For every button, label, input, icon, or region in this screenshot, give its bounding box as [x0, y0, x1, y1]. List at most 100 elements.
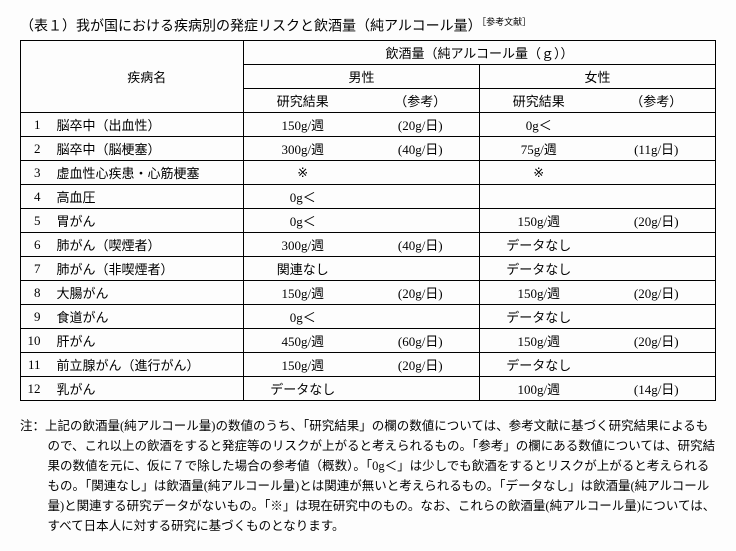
male-ref: [362, 305, 480, 329]
title-reference: ［参考文献］: [482, 17, 532, 27]
header-male-ref: （参考）: [362, 89, 480, 113]
disease-name: 脳卒中（脳梗塞）: [49, 137, 244, 161]
male-result: 300g/週: [244, 233, 362, 257]
male-result: 150g/週: [244, 281, 362, 305]
male-ref: (60g/日): [362, 329, 480, 353]
male-result: ※: [244, 161, 362, 185]
table-row: 6肺がん（喫煙者）300g/週(40g/日)データなし: [21, 233, 716, 257]
disease-name: 肝がん: [49, 329, 244, 353]
female-result: データなし: [480, 257, 598, 281]
male-result: 150g/週: [244, 113, 362, 137]
female-result: 150g/週: [480, 281, 598, 305]
header-male: 男性: [244, 65, 480, 89]
table-row: 10肝がん450g/週(60g/日)150g/週(20g/日): [21, 329, 716, 353]
footnote: 注：上記の飲酒量(純アルコール量)の数値のうち、「研究結果」の欄の数値については…: [20, 416, 716, 536]
female-ref: [598, 161, 716, 185]
male-ref: [362, 377, 480, 401]
row-number: 11: [21, 353, 49, 377]
header-female-result: 研究結果: [480, 89, 598, 113]
row-number: 8: [21, 281, 49, 305]
table-row: 12乳がんデータなし 100g/週(14g/日): [21, 377, 716, 401]
male-result: 300g/週: [244, 137, 362, 161]
female-result: データなし: [480, 353, 598, 377]
row-number: 12: [21, 377, 49, 401]
male-result: 0g＜: [244, 185, 362, 209]
female-result: 150g/週: [480, 329, 598, 353]
header-male-result: 研究結果: [244, 89, 362, 113]
female-ref: (11g/日): [598, 137, 716, 161]
male-ref: (20g/日): [362, 281, 480, 305]
header-blank: [21, 41, 49, 113]
disease-name: 胃がん: [49, 209, 244, 233]
male-result: 0g＜: [244, 305, 362, 329]
male-ref: (20g/日): [362, 353, 480, 377]
male-ref: [362, 161, 480, 185]
note-text: 上記の飲酒量(純アルコール量)の数値のうち、「研究結果」の欄の数値については、参…: [45, 419, 715, 533]
female-result: 75g/週: [480, 137, 598, 161]
header-disease: 疾病名: [49, 41, 244, 113]
female-result: データなし: [480, 305, 598, 329]
disease-name: 肺がん（喫煙者）: [49, 233, 244, 257]
male-result: 150g/週: [244, 353, 362, 377]
row-number: 5: [21, 209, 49, 233]
female-ref: [598, 113, 716, 137]
row-number: 6: [21, 233, 49, 257]
disease-name: 脳卒中（出血性）: [49, 113, 244, 137]
disease-name: 乳がん: [49, 377, 244, 401]
header-female: 女性: [480, 65, 716, 89]
female-result: 100g/週: [480, 377, 598, 401]
female-ref: (20g/日): [598, 209, 716, 233]
header-alcohol: 飲酒量（純アルコール量（ｇ））: [244, 41, 716, 65]
table-row: 1脳卒中（出血性）150g/週(20g/日)0g＜: [21, 113, 716, 137]
female-ref: (20g/日): [598, 329, 716, 353]
disease-name: 虚血性心疾患・心筋梗塞: [49, 161, 244, 185]
female-ref: (20g/日): [598, 281, 716, 305]
table-row: 5胃がん0g＜ 150g/週(20g/日): [21, 209, 716, 233]
male-ref: [362, 185, 480, 209]
female-ref: [598, 305, 716, 329]
female-result: 0g＜: [480, 113, 598, 137]
note-prefix: 注：: [20, 419, 45, 433]
male-result: 0g＜: [244, 209, 362, 233]
title-text: （表１）我が国における疾病別の発症リスクと飲酒量（純アルコール量）: [20, 19, 482, 34]
female-result: 150g/週: [480, 209, 598, 233]
female-ref: (14g/日): [598, 377, 716, 401]
female-ref: [598, 353, 716, 377]
female-ref: [598, 233, 716, 257]
female-result: [480, 185, 598, 209]
male-result: データなし: [244, 377, 362, 401]
disease-name: 高血圧: [49, 185, 244, 209]
row-number: 2: [21, 137, 49, 161]
male-ref: (20g/日): [362, 113, 480, 137]
row-number: 4: [21, 185, 49, 209]
female-result: データなし: [480, 233, 598, 257]
table-row: 7肺がん（非喫煙者）関連なし データなし: [21, 257, 716, 281]
male-result: 450g/週: [244, 329, 362, 353]
header-female-ref: （参考）: [598, 89, 716, 113]
row-number: 9: [21, 305, 49, 329]
table-row: 2脳卒中（脳梗塞）300g/週(40g/日)75g/週(11g/日): [21, 137, 716, 161]
table-row: 11前立腺がん（進行がん）150g/週(20g/日)データなし: [21, 353, 716, 377]
row-number: 10: [21, 329, 49, 353]
table-row: 8大腸がん150g/週(20g/日)150g/週(20g/日): [21, 281, 716, 305]
row-number: 3: [21, 161, 49, 185]
female-ref: [598, 185, 716, 209]
disease-risk-table: 疾病名 飲酒量（純アルコール量（ｇ）） 男性 女性 研究結果 （参考） 研究結果…: [20, 40, 716, 401]
table-row: 9食道がん0g＜ データなし: [21, 305, 716, 329]
male-ref: (40g/日): [362, 233, 480, 257]
row-number: 7: [21, 257, 49, 281]
disease-name: 肺がん（非喫煙者）: [49, 257, 244, 281]
female-result: ※: [480, 161, 598, 185]
female-ref: [598, 257, 716, 281]
table-row: 3虚血性心疾患・心筋梗塞※※: [21, 161, 716, 185]
male-ref: (40g/日): [362, 137, 480, 161]
male-ref: [362, 257, 480, 281]
disease-name: 食道がん: [49, 305, 244, 329]
row-number: 1: [21, 113, 49, 137]
male-ref: [362, 209, 480, 233]
disease-name: 前立腺がん（進行がん）: [49, 353, 244, 377]
table-title: （表１）我が国における疾病別の発症リスクと飲酒量（純アルコール量）［参考文献］: [20, 15, 716, 35]
male-result: 関連なし: [244, 257, 362, 281]
table-row: 4高血圧0g＜: [21, 185, 716, 209]
disease-name: 大腸がん: [49, 281, 244, 305]
